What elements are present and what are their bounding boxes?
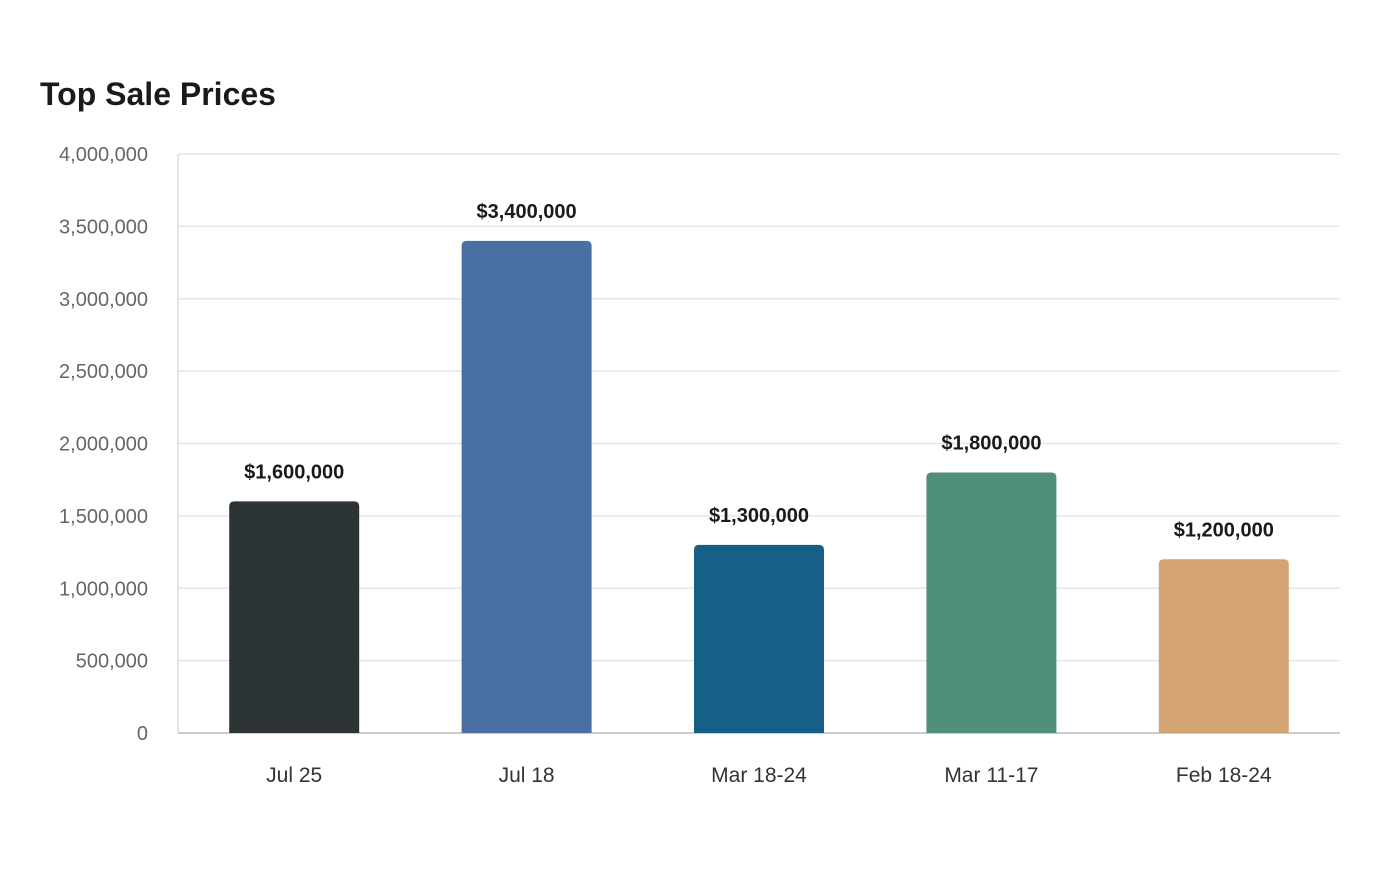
y-tick-label: 0 [137,723,148,745]
bars [229,240,1289,733]
y-tick-label: 3,500,000 [59,216,148,238]
data-label: $1,800,000 [941,432,1041,454]
bar[interactable] [926,472,1057,733]
y-tick-label: 1,000,000 [59,578,148,600]
y-tick-label: 500,000 [76,651,148,673]
x-tick-label: Mar 11-17 [944,764,1038,787]
bar[interactable] [229,501,360,733]
data-labels: $1,600,000 $3,400,000 $1,300,000 $1,800,000… [244,201,1274,541]
y-tick-label: 2,500,000 [59,361,148,383]
x-tick-label: Jul 25 [266,764,322,787]
chart-title: Top Sale Prices [40,76,276,112]
x-tick-label: Jul 18 [499,764,555,787]
bar[interactable] [1158,559,1289,733]
data-label: $3,400,000 [477,201,577,223]
y-tick-label: 1,500,000 [59,506,148,528]
data-label: $1,300,000 [709,505,809,527]
y-tick-label: 2,000,000 [59,434,148,456]
x-tick-label: Mar 18-24 [711,764,807,787]
data-label: $1,200,000 [1174,519,1274,541]
y-axis-ticks: 0 500,000 1,000,000 1,500,000 2,000,000 2,500… [59,144,148,745]
bar[interactable] [694,544,824,733]
bar[interactable] [461,240,592,733]
y-tick-label: 4,000,000 [59,144,148,166]
x-axis-ticks: Jul 25 Jul 18 Mar 18-24 Mar 11-17 Feb 18-24 [266,764,1272,787]
x-tick-label: Feb 18-24 [1176,764,1272,787]
y-tick-label: 3,000,000 [59,289,148,311]
data-label: $1,600,000 [244,461,344,483]
